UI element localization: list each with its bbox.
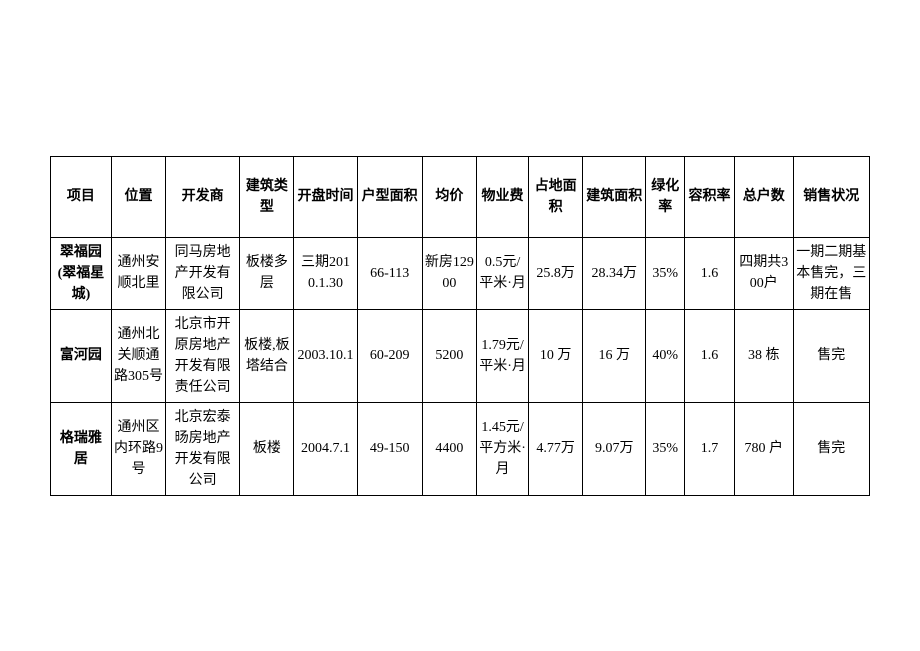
cell-open-time: 三期2010.1.30 bbox=[294, 237, 357, 309]
header-avg-price: 均价 bbox=[422, 156, 476, 237]
header-developer: 开发商 bbox=[166, 156, 240, 237]
cell-sales-status: 售完 bbox=[793, 309, 869, 402]
table-row: 格瑞雅居 通州区 内环路9 号 北京宏泰旸房地产开发有限公司 板楼 2004.7… bbox=[51, 402, 870, 495]
cell-land-area: 25.8万 bbox=[529, 237, 583, 309]
cell-developer: 北京市开原房地产开发有限责任公司 bbox=[166, 309, 240, 402]
cell-construction-area: 16 万 bbox=[583, 309, 646, 402]
header-land-area: 占地面积 bbox=[529, 156, 583, 237]
header-sales-status: 销售状况 bbox=[793, 156, 869, 237]
cell-construction-area: 9.07万 bbox=[583, 402, 646, 495]
cell-project: 富河园 bbox=[51, 309, 112, 402]
cell-plot-ratio: 1.7 bbox=[685, 402, 735, 495]
header-unit-area: 户型面积 bbox=[357, 156, 422, 237]
cell-project: 格瑞雅居 bbox=[51, 402, 112, 495]
cell-location: 通州区 内环路9 号 bbox=[111, 402, 165, 495]
header-project: 项目 bbox=[51, 156, 112, 237]
cell-sales-status: 一期二期基本售完，三期在售 bbox=[793, 237, 869, 309]
cell-building-type: 板楼多层 bbox=[240, 237, 294, 309]
cell-developer: 同马房地产开发有限公司 bbox=[166, 237, 240, 309]
cell-total-units: 四期共300户 bbox=[734, 237, 793, 309]
cell-avg-price: 新房12900 bbox=[422, 237, 476, 309]
cell-location: 通州北关顺通路305号 bbox=[111, 309, 165, 402]
cell-greening: 35% bbox=[646, 402, 685, 495]
cell-land-area: 4.77万 bbox=[529, 402, 583, 495]
cell-building-type: 板楼 bbox=[240, 402, 294, 495]
cell-location: 通州安顺北里 bbox=[111, 237, 165, 309]
header-building-type: 建筑类型 bbox=[240, 156, 294, 237]
header-row: 项目 位置 开发商 建筑类型 开盘时间 户型面积 均价 物业费 占地面积 建筑面… bbox=[51, 156, 870, 237]
cell-property-fee: 1.45元/平方米·月 bbox=[477, 402, 529, 495]
header-open-time: 开盘时间 bbox=[294, 156, 357, 237]
cell-project: 翠福园(翠福星城) bbox=[51, 237, 112, 309]
table-row: 翠福园(翠福星城) 通州安顺北里 同马房地产开发有限公司 板楼多层 三期2010… bbox=[51, 237, 870, 309]
header-plot-ratio: 容积率 bbox=[685, 156, 735, 237]
cell-property-fee: 0.5元/平米·月 bbox=[477, 237, 529, 309]
header-construction-area: 建筑面积 bbox=[583, 156, 646, 237]
cell-greening: 40% bbox=[646, 309, 685, 402]
cell-avg-price: 5200 bbox=[422, 309, 476, 402]
cell-construction-area: 28.34万 bbox=[583, 237, 646, 309]
cell-total-units: 38 栋 bbox=[734, 309, 793, 402]
cell-avg-price: 4400 bbox=[422, 402, 476, 495]
cell-plot-ratio: 1.6 bbox=[685, 237, 735, 309]
cell-plot-ratio: 1.6 bbox=[685, 309, 735, 402]
cell-total-units: 780 户 bbox=[734, 402, 793, 495]
header-greening: 绿化率 bbox=[646, 156, 685, 237]
table-row: 富河园 通州北关顺通路305号 北京市开原房地产开发有限责任公司 板楼,板塔结合… bbox=[51, 309, 870, 402]
cell-open-time: 2003.10.1 bbox=[294, 309, 357, 402]
header-total-units: 总户数 bbox=[734, 156, 793, 237]
header-property-fee: 物业费 bbox=[477, 156, 529, 237]
property-table: 项目 位置 开发商 建筑类型 开盘时间 户型面积 均价 物业费 占地面积 建筑面… bbox=[50, 156, 870, 496]
cell-building-type: 板楼,板塔结合 bbox=[240, 309, 294, 402]
cell-unit-area: 60-209 bbox=[357, 309, 422, 402]
header-location: 位置 bbox=[111, 156, 165, 237]
cell-greening: 35% bbox=[646, 237, 685, 309]
cell-developer: 北京宏泰旸房地产开发有限公司 bbox=[166, 402, 240, 495]
property-table-container: 项目 位置 开发商 建筑类型 开盘时间 户型面积 均价 物业费 占地面积 建筑面… bbox=[50, 156, 870, 496]
table-body: 翠福园(翠福星城) 通州安顺北里 同马房地产开发有限公司 板楼多层 三期2010… bbox=[51, 237, 870, 495]
cell-land-area: 10 万 bbox=[529, 309, 583, 402]
cell-unit-area: 66-113 bbox=[357, 237, 422, 309]
cell-open-time: 2004.7.1 bbox=[294, 402, 357, 495]
table-header: 项目 位置 开发商 建筑类型 开盘时间 户型面积 均价 物业费 占地面积 建筑面… bbox=[51, 156, 870, 237]
cell-sales-status: 售完 bbox=[793, 402, 869, 495]
cell-property-fee: 1.79元/平米·月 bbox=[477, 309, 529, 402]
cell-unit-area: 49-150 bbox=[357, 402, 422, 495]
